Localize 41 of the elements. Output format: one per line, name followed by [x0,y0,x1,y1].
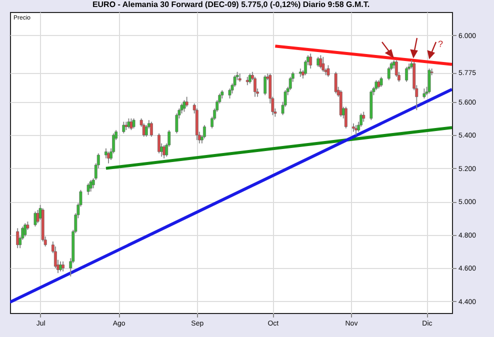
annotation: ? [438,39,444,49]
candlestick [130,118,133,131]
candlestick [107,151,110,164]
candlestick [360,112,363,128]
candlestick [86,182,90,196]
candlestick [339,90,342,118]
candlestick [248,73,252,84]
candlestick [59,260,62,272]
candlestick [54,246,57,269]
candlestick [362,111,366,122]
candlestick [344,106,348,129]
candlestick [309,53,312,70]
candlestick [127,118,130,129]
candlestick [405,66,408,82]
candlestick [254,76,256,98]
candlestick [150,121,153,138]
chart-title: EURO - Alemania 30 Forward (DEC-09) 5.775,0 (-0,12%) Diario 9:58 G.M.T. [92,0,370,9]
candlestick [89,179,92,192]
candlestick [162,144,166,159]
candlestick [387,66,390,81]
candlestick [422,88,426,99]
candlestick [158,132,160,154]
candlestick [428,68,431,94]
candlestick [264,74,267,96]
candlestick [34,211,37,228]
candlestick [122,121,126,134]
candlestick [374,80,378,91]
candlestick [288,76,292,91]
candlestick [16,228,20,249]
candlestick [142,122,146,138]
candlestick [319,54,322,70]
candlestick [228,88,232,99]
candlestick [62,260,64,272]
candlestick [316,56,320,68]
candlestick [24,222,27,238]
candlestick [182,100,186,112]
candlestick [354,124,358,136]
candlestick [132,118,136,129]
candlestick [380,76,383,88]
candlestick [334,71,338,94]
candlestick [175,112,178,134]
